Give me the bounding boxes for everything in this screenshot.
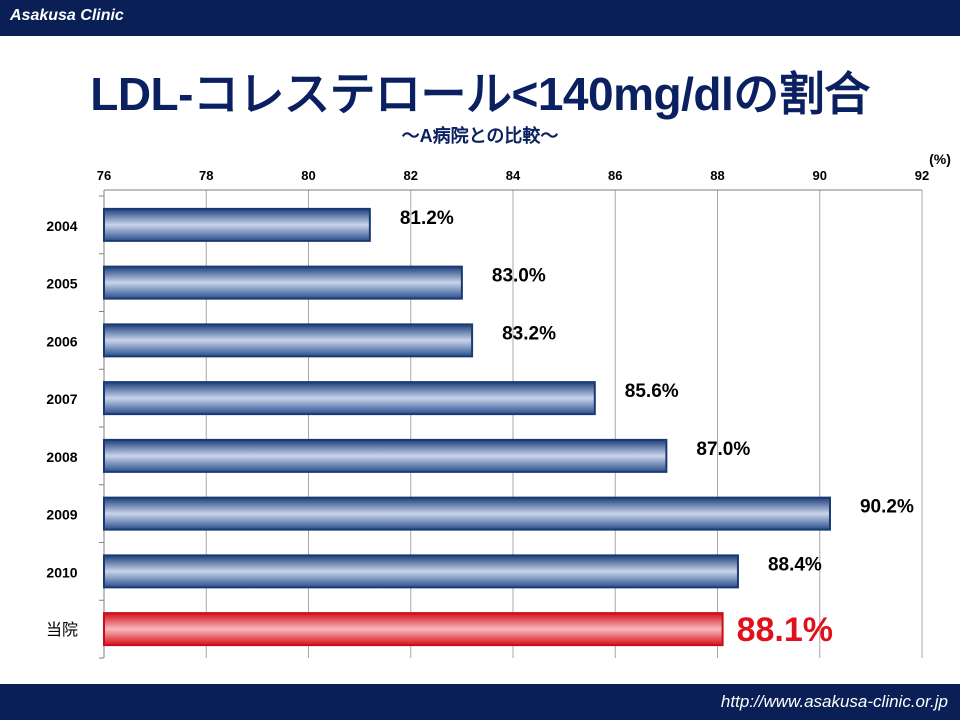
bar — [103, 496, 831, 531]
x-tick-label: 76 — [97, 168, 111, 183]
category-label: 2007 — [46, 391, 77, 407]
value-label: 90.2% — [860, 497, 914, 518]
x-tick-label: 90 — [813, 168, 827, 183]
value-label: 88.1% — [737, 611, 833, 649]
x-tick-label: 86 — [608, 168, 622, 183]
header-bar: Asakusa Clinic — [0, 0, 960, 36]
footer-url: http://www.asakusa-clinic.or.jp — [720, 692, 948, 711]
value-label: 87.0% — [696, 439, 750, 460]
page-subtitle: ～A病院との比較～ — [401, 126, 559, 146]
x-tick-label: 80 — [301, 168, 315, 183]
bar — [103, 438, 668, 473]
x-tick-label: 92 — [915, 168, 929, 183]
category-label: 2008 — [46, 449, 77, 465]
x-tick-label: 88 — [710, 168, 724, 183]
x-tick-label: 78 — [199, 168, 213, 183]
value-label: 88.4% — [768, 554, 822, 575]
bar — [103, 265, 463, 300]
page-title: LDL-コレステロール<140mg/dlの割合 — [90, 68, 870, 120]
category-label: 2006 — [46, 333, 77, 349]
value-label: 81.2% — [400, 208, 454, 229]
footer-bar: http://www.asakusa-clinic.or.jp — [0, 684, 960, 720]
value-label: 85.6% — [625, 381, 679, 402]
value-label: 83.2% — [502, 323, 556, 344]
category-label: 2010 — [46, 564, 77, 580]
category-label: 2004 — [46, 218, 77, 234]
bar — [103, 381, 596, 416]
value-label: 83.0% — [492, 266, 546, 287]
bar — [103, 323, 474, 358]
bar — [103, 554, 739, 589]
x-tick-label: 84 — [506, 168, 521, 183]
unit-label: (%) — [929, 151, 951, 167]
x-tick-label: 82 — [404, 168, 418, 183]
category-label: 2009 — [46, 507, 77, 523]
category-label: 当院 — [46, 621, 78, 639]
bar — [103, 207, 371, 242]
category-label: 2005 — [46, 276, 77, 292]
bar — [103, 612, 724, 647]
brand-name: Asakusa Clinic — [10, 7, 124, 24]
